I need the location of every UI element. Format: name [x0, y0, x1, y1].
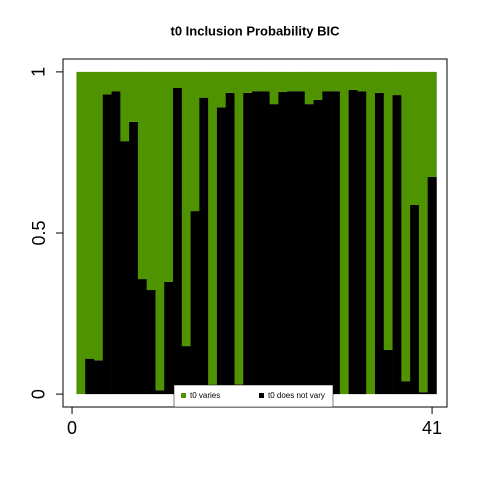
- bar-segment: [374, 92, 385, 395]
- bar-segment: [137, 71, 147, 280]
- bar-segment: [260, 91, 270, 395]
- bar-segment: [331, 71, 341, 92]
- x-tick-label: 41: [422, 418, 442, 438]
- bar-segment: [252, 71, 262, 92]
- bar-segment: [322, 91, 332, 395]
- bar-segment: [357, 91, 367, 395]
- bar-segment: [269, 104, 279, 395]
- bar-segment: [252, 91, 262, 395]
- bar-segment: [348, 71, 358, 90]
- y-tick-label: 0: [29, 389, 49, 399]
- bar-segment: [287, 91, 297, 395]
- bar-segment: [199, 71, 209, 98]
- bar-segment: [304, 71, 314, 105]
- bar-segment: [313, 71, 323, 100]
- bar-segment: [357, 71, 367, 92]
- bar-segment: [427, 71, 437, 177]
- bar-segment: [129, 71, 139, 122]
- x-tick-label: 0: [67, 418, 77, 438]
- bar-segment: [427, 176, 437, 395]
- legend-label: t0 varies: [190, 391, 220, 400]
- bar-segment: [85, 358, 95, 395]
- bar-segment: [190, 71, 200, 212]
- bar-segment: [216, 71, 227, 108]
- bar-segment: [278, 71, 288, 92]
- bar-segment: [181, 71, 191, 347]
- bar-segment: [208, 71, 218, 386]
- bar-segment: [234, 71, 244, 385]
- y-tick-label: 1: [29, 67, 49, 77]
- bar-segment: [313, 99, 323, 395]
- bar-segment: [155, 390, 165, 395]
- bar-segment: [243, 92, 253, 395]
- bar-segment: [199, 97, 209, 395]
- bar-segment: [225, 92, 235, 395]
- bar-segment: [260, 71, 270, 92]
- bar-segment: [287, 71, 297, 92]
- bar-segment: [392, 71, 402, 96]
- bar-segment: [93, 71, 104, 361]
- bar-segment: [137, 279, 147, 395]
- chart-title: t0 Inclusion Probability BIC: [170, 23, 340, 38]
- legend-box: [173, 384, 334, 408]
- bar-segment: [216, 107, 227, 395]
- bar-segment: [366, 71, 376, 395]
- bar-segment: [410, 71, 420, 205]
- bar-segment: [418, 392, 428, 395]
- bar-segment: [322, 71, 332, 92]
- bar-segment: [383, 71, 393, 350]
- bar-segment: [295, 91, 306, 395]
- bar-segment: [410, 204, 420, 395]
- legend-swatch: [259, 393, 264, 398]
- bar-segment: [111, 91, 121, 395]
- bar-segment: [102, 71, 112, 95]
- bar-segment: [146, 290, 156, 395]
- y-tick-label: 0.5: [29, 220, 49, 245]
- bar-segment: [269, 71, 279, 105]
- legend-label: t0 does not vary: [268, 391, 325, 400]
- bar-segment: [146, 71, 156, 291]
- bar-segment: [383, 349, 393, 395]
- bar-segment: [120, 141, 130, 395]
- bar-segment: [401, 381, 411, 395]
- bar-segment: [164, 281, 174, 395]
- bar-segment: [76, 71, 86, 395]
- bar-segment: [173, 88, 183, 395]
- legend-swatch: [181, 393, 186, 398]
- bar-segment: [339, 71, 349, 395]
- bar-segment: [401, 71, 411, 382]
- bar-segment: [155, 71, 165, 391]
- bar-segment: [278, 91, 288, 395]
- bar-segment: [102, 94, 112, 395]
- bar-segment: [93, 360, 104, 395]
- bar-segment: [85, 71, 95, 359]
- bar-segment: [225, 71, 235, 93]
- bar-segment: [295, 71, 306, 92]
- bar-segment: [374, 71, 385, 93]
- bar-segment: [164, 71, 174, 282]
- bar-segment: [111, 71, 121, 92]
- bar-segment: [120, 71, 130, 142]
- bar-segment: [129, 121, 139, 395]
- bar-segment: [181, 346, 191, 395]
- bar-segment: [190, 211, 200, 395]
- bar-segment: [331, 91, 341, 395]
- bar-segment: [243, 71, 253, 93]
- bar-segment: [348, 89, 358, 395]
- bar-segment: [392, 95, 402, 395]
- bar-segment: [418, 71, 428, 393]
- bar-segment: [173, 71, 183, 88]
- bar-segment: [304, 104, 314, 395]
